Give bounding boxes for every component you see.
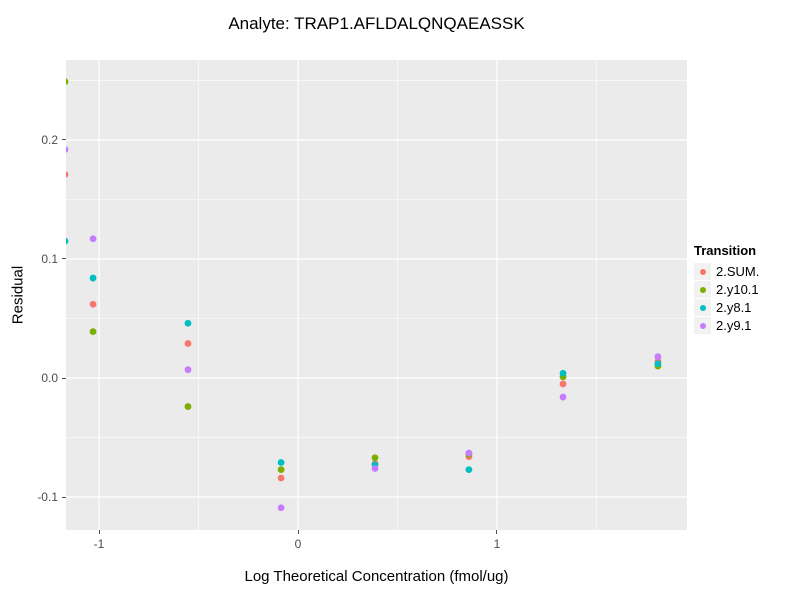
data-point [277, 474, 285, 482]
data-point [559, 393, 567, 401]
x-tick-label: 1 [493, 537, 501, 551]
data-point [66, 171, 69, 178]
legend-item-label: 2.SUM. [716, 264, 760, 279]
legend-key-swatch [694, 299, 711, 316]
plot-title: Analyte: TRAP1.AFLDALQNQAEASSK [228, 14, 525, 33]
x-tick-label: 0 [294, 537, 302, 551]
legend-title: Transition [694, 243, 757, 258]
x-axis-title: Log Theoretical Concentration (fmol/ug) [244, 568, 509, 585]
data-point [66, 237, 69, 245]
data-point [184, 403, 192, 410]
data-point [559, 380, 567, 388]
data-point [184, 366, 192, 374]
panel-background [66, 60, 687, 530]
x-tick-mark [297, 530, 299, 534]
y-tick-mark [62, 496, 66, 498]
data-point [277, 466, 285, 474]
data-point [89, 328, 97, 335]
data-point [89, 274, 97, 282]
data-point [371, 454, 379, 462]
legend-item: 2.SUM. [694, 263, 759, 280]
data-point [559, 369, 567, 377]
legend-item-label: 2.y8.1 [716, 300, 752, 315]
data-point [654, 360, 662, 368]
data-point [89, 235, 97, 243]
legend-item: 2.y9.1 [694, 317, 759, 334]
y-tick-label: 0.0 [41, 371, 58, 385]
legend-item-label: 2.y9.1 [716, 318, 752, 333]
data-point [277, 504, 285, 512]
data-point [66, 78, 69, 85]
legend-key-swatch [694, 281, 711, 298]
data-point [371, 465, 379, 472]
y-tick-mark [62, 258, 66, 260]
x-tick-mark [98, 530, 100, 534]
data-point [184, 340, 192, 347]
y-tick-mark [62, 377, 66, 379]
legend-point-icon [699, 268, 706, 275]
y-axis-title: Residual [9, 265, 27, 325]
legend-point-icon [699, 322, 706, 329]
x-tick-mark [496, 530, 498, 534]
y-tick-mark [62, 139, 66, 141]
legend-item: 2.y8.1 [694, 299, 759, 316]
legend-key-swatch [694, 317, 711, 334]
legend: Transition 2.SUM. 2.y10.1 2.y8.1 2.y9.1 [694, 243, 759, 335]
scatter-canvas [66, 60, 687, 530]
data-point [89, 300, 97, 308]
legend-key-swatch [694, 263, 711, 280]
y-tick-label: 0.1 [41, 251, 58, 266]
data-point [465, 466, 473, 474]
legend-point-icon [699, 304, 706, 311]
data-point [465, 449, 473, 457]
y-tick-label: 0.2 [41, 132, 58, 147]
data-point [184, 319, 192, 327]
plot-panel [66, 60, 687, 530]
x-tick-label: -1 [93, 537, 105, 551]
data-point [277, 459, 285, 466]
y-tick-label: -0.1 [37, 490, 58, 505]
legend-item: 2.y10.1 [694, 281, 759, 298]
legend-item-label: 2.y10.1 [716, 282, 759, 297]
legend-point-icon [699, 286, 706, 293]
data-point [654, 353, 662, 360]
data-point [66, 146, 69, 153]
